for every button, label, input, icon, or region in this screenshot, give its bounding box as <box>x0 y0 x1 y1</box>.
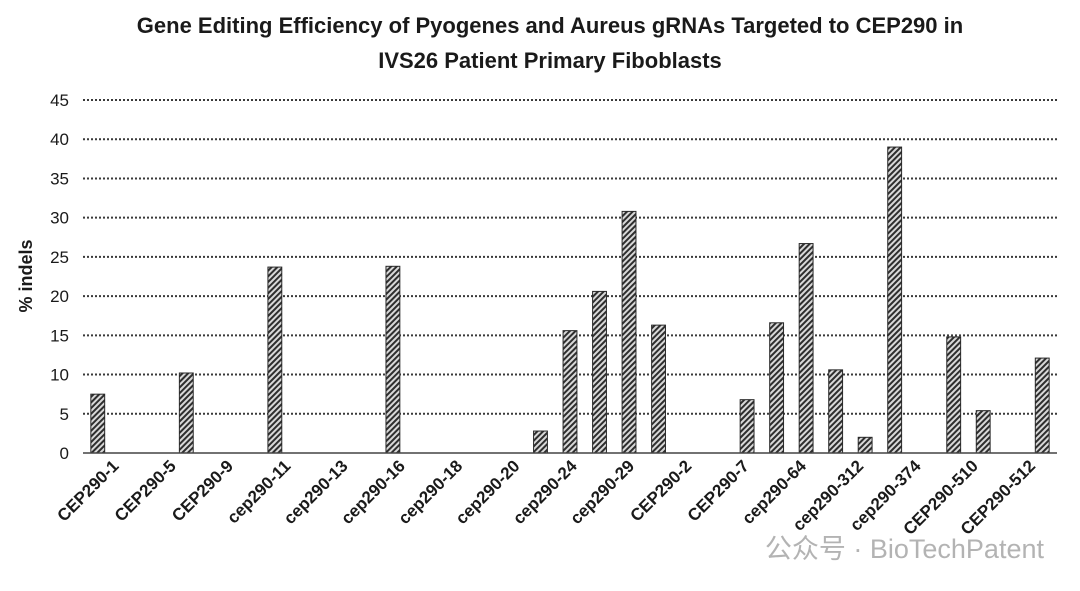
y-tick-label: 30 <box>50 209 69 228</box>
bar <box>562 330 578 454</box>
bar <box>946 336 962 454</box>
bar <box>857 436 873 454</box>
bar <box>90 393 106 454</box>
bar <box>592 290 607 454</box>
bar <box>739 399 755 454</box>
x-axis-tick-labels: CEP290-1CEP290-5CEP290-9cep290-11cep290-… <box>54 456 1040 539</box>
y-tick-label: 35 <box>50 169 69 188</box>
x-tick-label: CEP290-5 <box>111 456 180 525</box>
y-tick-label: 40 <box>50 130 69 149</box>
bar <box>1034 357 1050 454</box>
chart-title-line-2: IVS26 Patient Primary Fiboblasts <box>378 48 722 73</box>
y-tick-label: 5 <box>60 405 69 424</box>
bar <box>798 243 814 454</box>
bar <box>975 410 991 454</box>
bar <box>651 324 666 454</box>
y-tick-label: 25 <box>50 248 69 267</box>
bars <box>90 146 1050 454</box>
chart-title-line-1: Gene Editing Efficiency of Pyogenes and … <box>137 13 963 38</box>
y-tick-label: 20 <box>50 287 69 306</box>
bar <box>828 369 844 454</box>
y-tick-label: 0 <box>60 444 69 463</box>
y-tick-label: 15 <box>50 326 69 345</box>
y-tick-label: 45 <box>50 91 69 110</box>
bar <box>533 430 548 454</box>
x-tick-label: CEP290-1 <box>54 456 123 525</box>
bar <box>385 265 401 454</box>
x-tick-label: CEP290-2 <box>627 456 696 525</box>
watermark-text: 公众号 · BioTechPatent <box>765 534 1045 564</box>
bar <box>178 372 194 454</box>
bar <box>887 146 903 454</box>
y-tick-label: 10 <box>50 366 69 385</box>
bar <box>769 322 785 454</box>
bar <box>621 210 637 454</box>
bar <box>267 266 283 454</box>
y-axis-tick-labels: 0 5 10 15 20 25 30 35 40 45 <box>50 91 69 463</box>
y-axis-label: % indels <box>16 239 36 312</box>
